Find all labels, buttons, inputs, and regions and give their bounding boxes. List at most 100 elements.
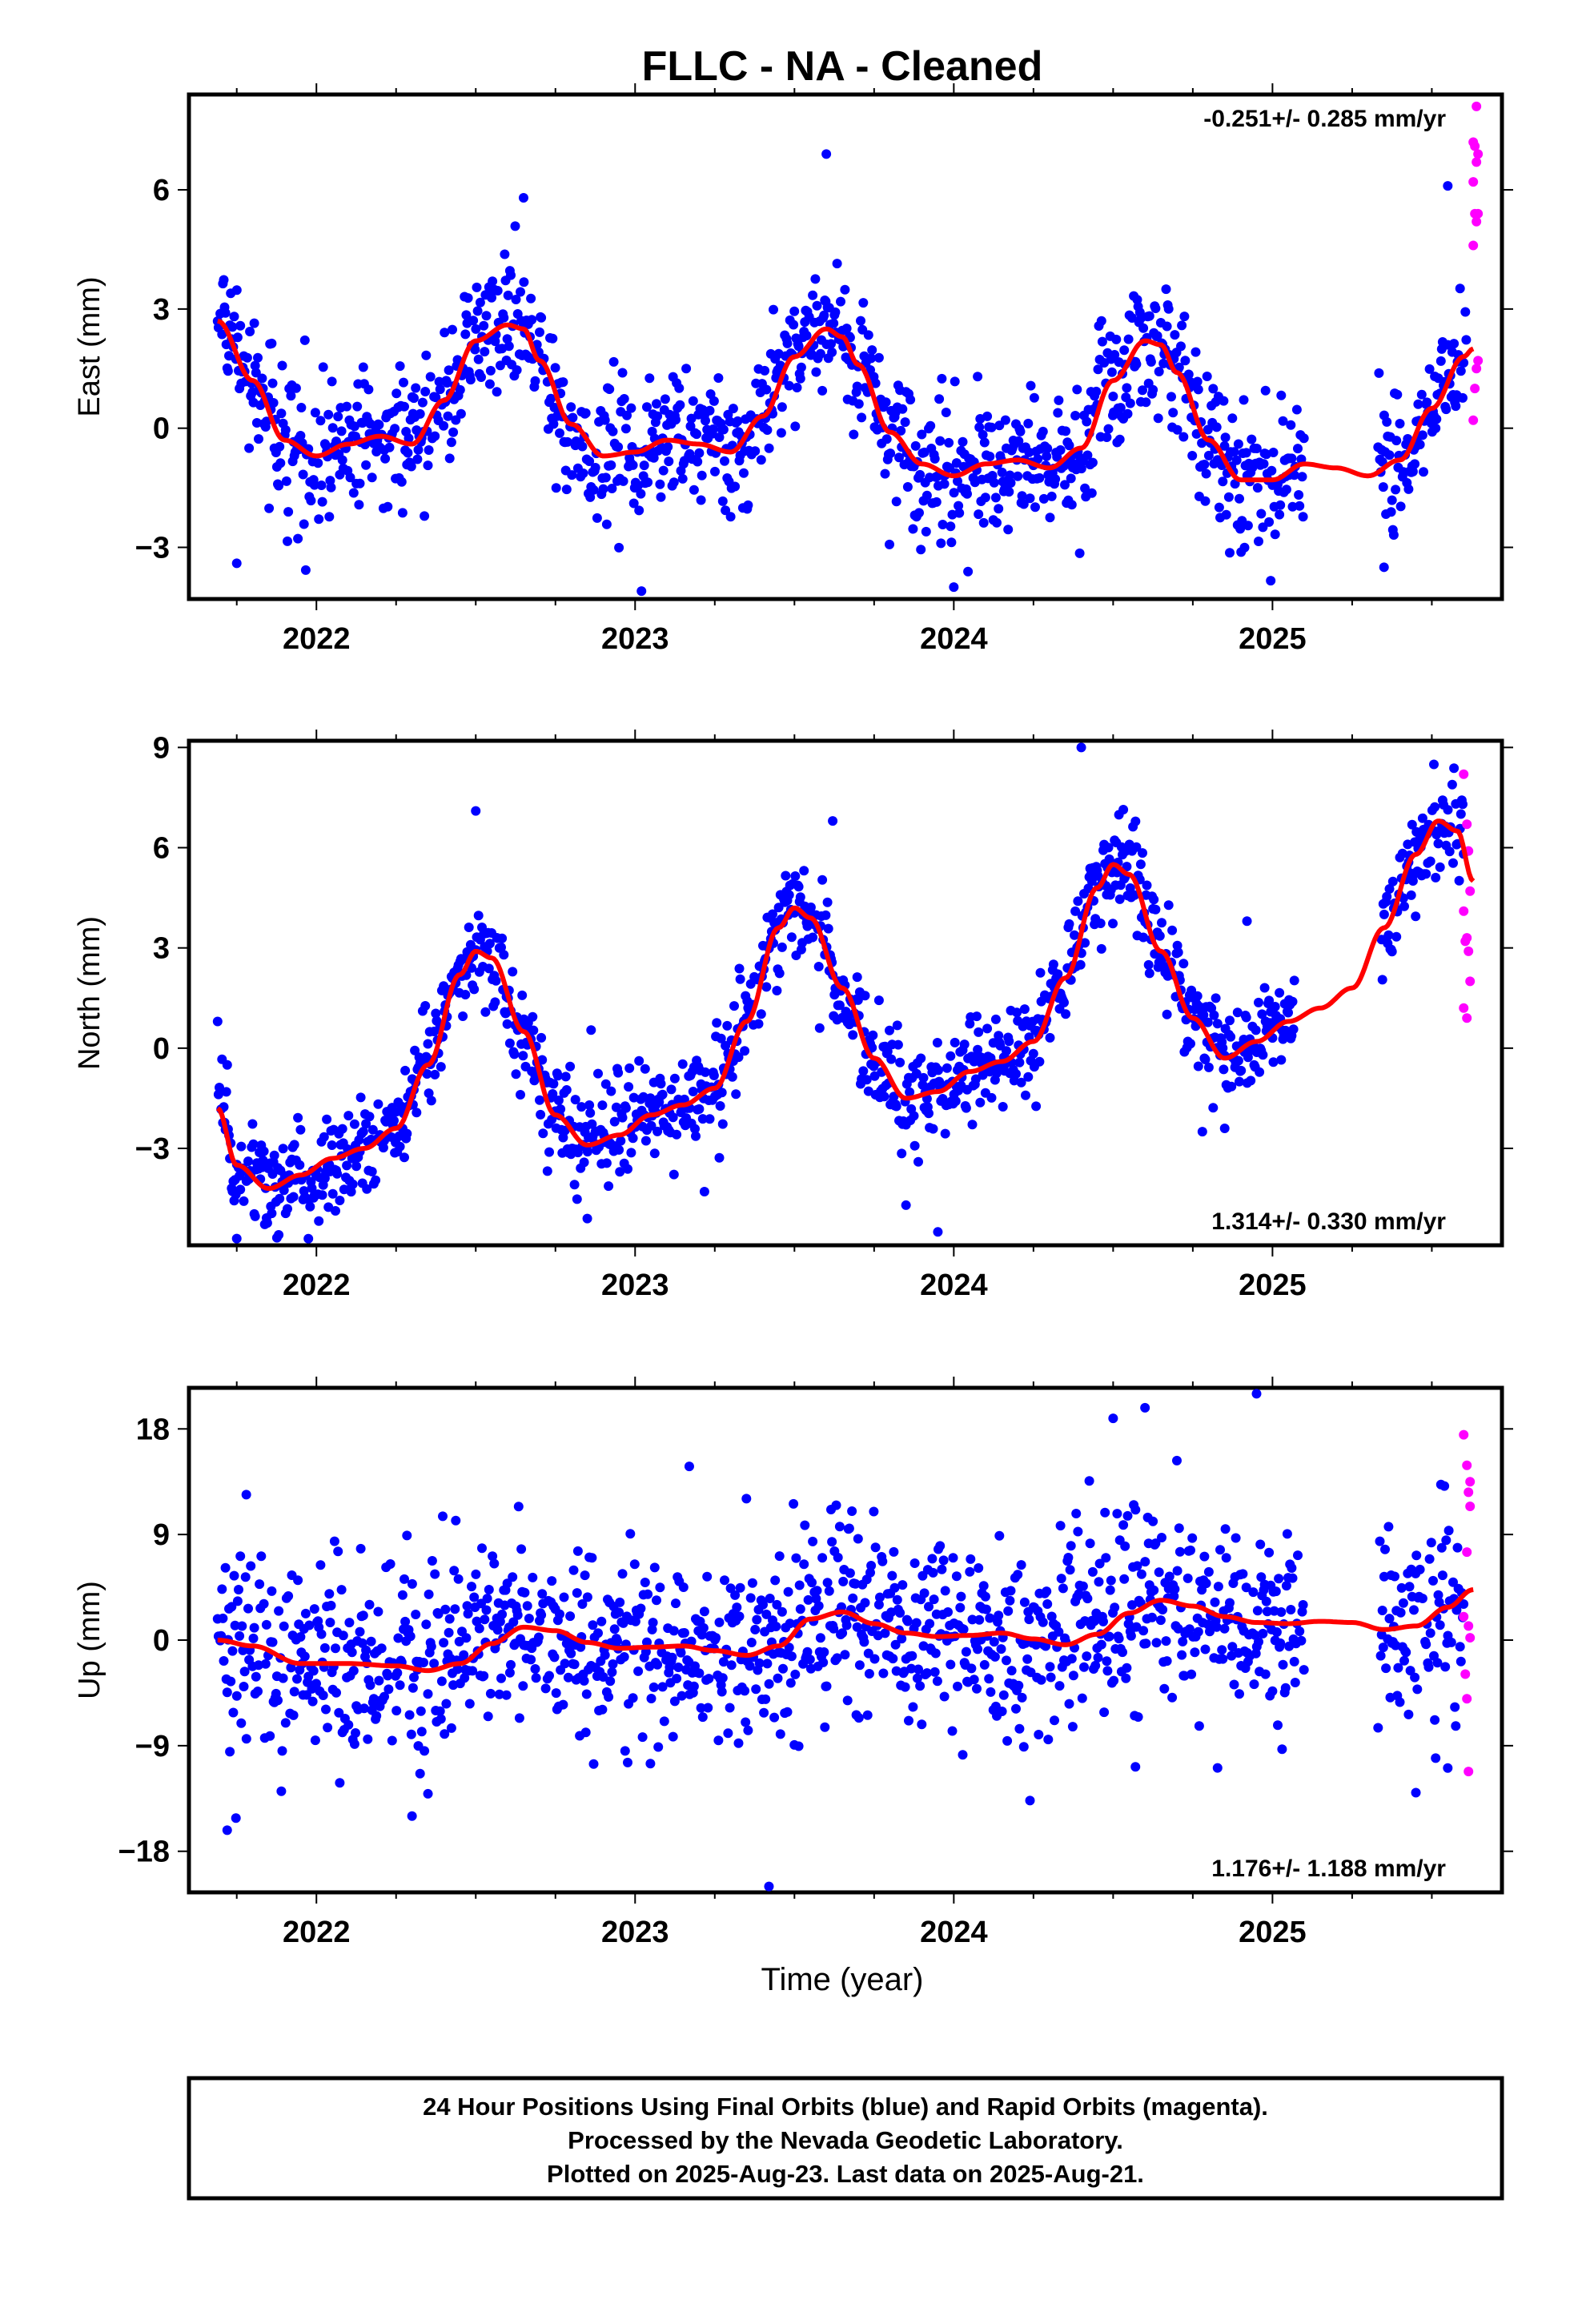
- final-orbit-point: [893, 1039, 903, 1050]
- velocity-rate-label: 1.176+/- 1.188 mm/yr: [1211, 1856, 1446, 1882]
- final-orbit-point: [279, 1185, 289, 1196]
- final-orbit-point: [416, 1706, 426, 1716]
- final-orbit-point: [1132, 1561, 1142, 1571]
- final-orbit-point: [331, 1206, 340, 1216]
- final-orbit-point: [231, 285, 242, 296]
- final-orbit-point: [358, 362, 368, 372]
- final-orbit-point: [1182, 1573, 1193, 1583]
- final-orbit-point: [858, 298, 869, 308]
- final-orbit-point: [1448, 858, 1458, 868]
- final-orbit-point: [508, 1572, 518, 1582]
- final-orbit-point: [1225, 1015, 1235, 1026]
- final-orbit-point: [440, 1729, 450, 1739]
- final-orbit-point: [288, 1710, 299, 1720]
- final-orbit-point: [622, 410, 632, 420]
- final-orbit-point: [949, 582, 959, 593]
- final-orbit-point: [436, 1062, 446, 1072]
- final-orbit-point: [239, 1196, 249, 1206]
- final-orbit-point: [994, 504, 1004, 514]
- final-orbit-point: [1162, 321, 1172, 332]
- final-orbit-point: [1458, 799, 1468, 810]
- final-orbit-point: [1070, 930, 1079, 940]
- final-orbit-point: [1026, 380, 1036, 391]
- final-orbit-point: [460, 1673, 470, 1683]
- final-orbit-point: [906, 1663, 917, 1674]
- final-orbit-point: [1430, 802, 1440, 812]
- final-orbit-point: [986, 422, 997, 432]
- final-orbit-point: [829, 1623, 839, 1634]
- final-orbit-point: [298, 469, 308, 480]
- final-orbit-point: [646, 1694, 656, 1703]
- final-orbit-point: [462, 1601, 472, 1611]
- final-orbit-point: [615, 1167, 625, 1177]
- final-orbit-point: [267, 1208, 277, 1219]
- final-orbit-point: [1019, 1004, 1030, 1015]
- final-orbit-point: [1271, 1627, 1282, 1637]
- final-orbit-point: [384, 442, 395, 452]
- final-orbit-point: [689, 1681, 699, 1691]
- final-orbit-point: [354, 500, 364, 510]
- final-orbit-point: [1183, 369, 1194, 380]
- final-orbit-point: [1392, 389, 1403, 400]
- final-orbit-point: [239, 1682, 249, 1691]
- final-orbit-point: [1186, 1039, 1195, 1049]
- final-orbit-point: [1443, 1526, 1454, 1536]
- final-orbit-point: [1138, 323, 1149, 333]
- final-orbit-point: [601, 519, 612, 529]
- final-orbit-point: [1114, 434, 1125, 444]
- final-orbit-point: [860, 991, 870, 1001]
- final-orbit-point: [267, 378, 278, 388]
- final-orbit-point: [986, 1092, 997, 1103]
- final-orbit-point: [930, 1648, 941, 1659]
- final-orbit-point: [548, 419, 559, 429]
- final-orbit-point: [974, 1614, 985, 1625]
- final-orbit-point: [1166, 392, 1176, 402]
- final-orbit-point: [894, 452, 904, 463]
- final-orbit-point: [822, 1578, 833, 1588]
- final-orbit-point: [323, 409, 334, 420]
- final-orbit-point: [526, 1655, 536, 1665]
- final-orbit-point: [1058, 1583, 1068, 1594]
- final-orbit-point: [452, 1664, 463, 1675]
- final-orbit-point: [1236, 1065, 1247, 1076]
- final-orbit-point: [1111, 334, 1122, 344]
- final-orbit-point: [392, 1668, 403, 1678]
- final-orbit-point: [275, 1193, 285, 1204]
- final-orbit-point: [531, 1673, 541, 1683]
- final-orbit-point: [1373, 1723, 1383, 1733]
- final-orbit-point: [588, 1759, 599, 1769]
- final-orbit-point: [1411, 1550, 1422, 1561]
- final-orbit-point: [259, 1598, 269, 1609]
- final-orbit-point: [1119, 345, 1130, 356]
- final-orbit-point: [247, 387, 258, 397]
- final-orbit-point: [669, 1626, 679, 1636]
- final-orbit-point: [364, 1599, 375, 1610]
- final-orbit-point: [572, 1194, 582, 1204]
- final-orbit-point: [608, 1659, 618, 1669]
- final-orbit-point: [1403, 484, 1414, 494]
- final-orbit-point: [503, 290, 513, 300]
- final-orbit-point: [1197, 438, 1207, 448]
- final-orbit-point: [1403, 1709, 1414, 1719]
- final-orbit-point: [856, 316, 865, 326]
- final-orbit-point: [796, 362, 806, 372]
- final-orbit-point: [260, 1659, 271, 1669]
- final-orbit-point: [1275, 509, 1285, 520]
- final-orbit-point: [652, 411, 663, 421]
- final-orbit-point: [669, 1169, 679, 1180]
- final-orbit-point: [250, 360, 260, 371]
- final-orbit-point: [618, 476, 628, 486]
- final-orbit-point: [932, 1038, 942, 1047]
- final-orbit-point: [444, 1614, 455, 1624]
- final-orbit-point: [831, 1500, 841, 1510]
- final-orbit-point: [701, 416, 710, 426]
- final-orbit-point: [686, 1636, 697, 1647]
- final-orbit-point: [887, 1570, 897, 1581]
- final-orbit-point: [697, 1712, 708, 1723]
- rapid-orbit-point: [1472, 216, 1482, 227]
- final-orbit-point: [331, 436, 341, 447]
- y-tick-label: 9: [153, 1518, 170, 1552]
- final-orbit-point: [1415, 833, 1425, 843]
- final-orbit-point: [1012, 1007, 1022, 1018]
- final-orbit-point: [1013, 1570, 1023, 1580]
